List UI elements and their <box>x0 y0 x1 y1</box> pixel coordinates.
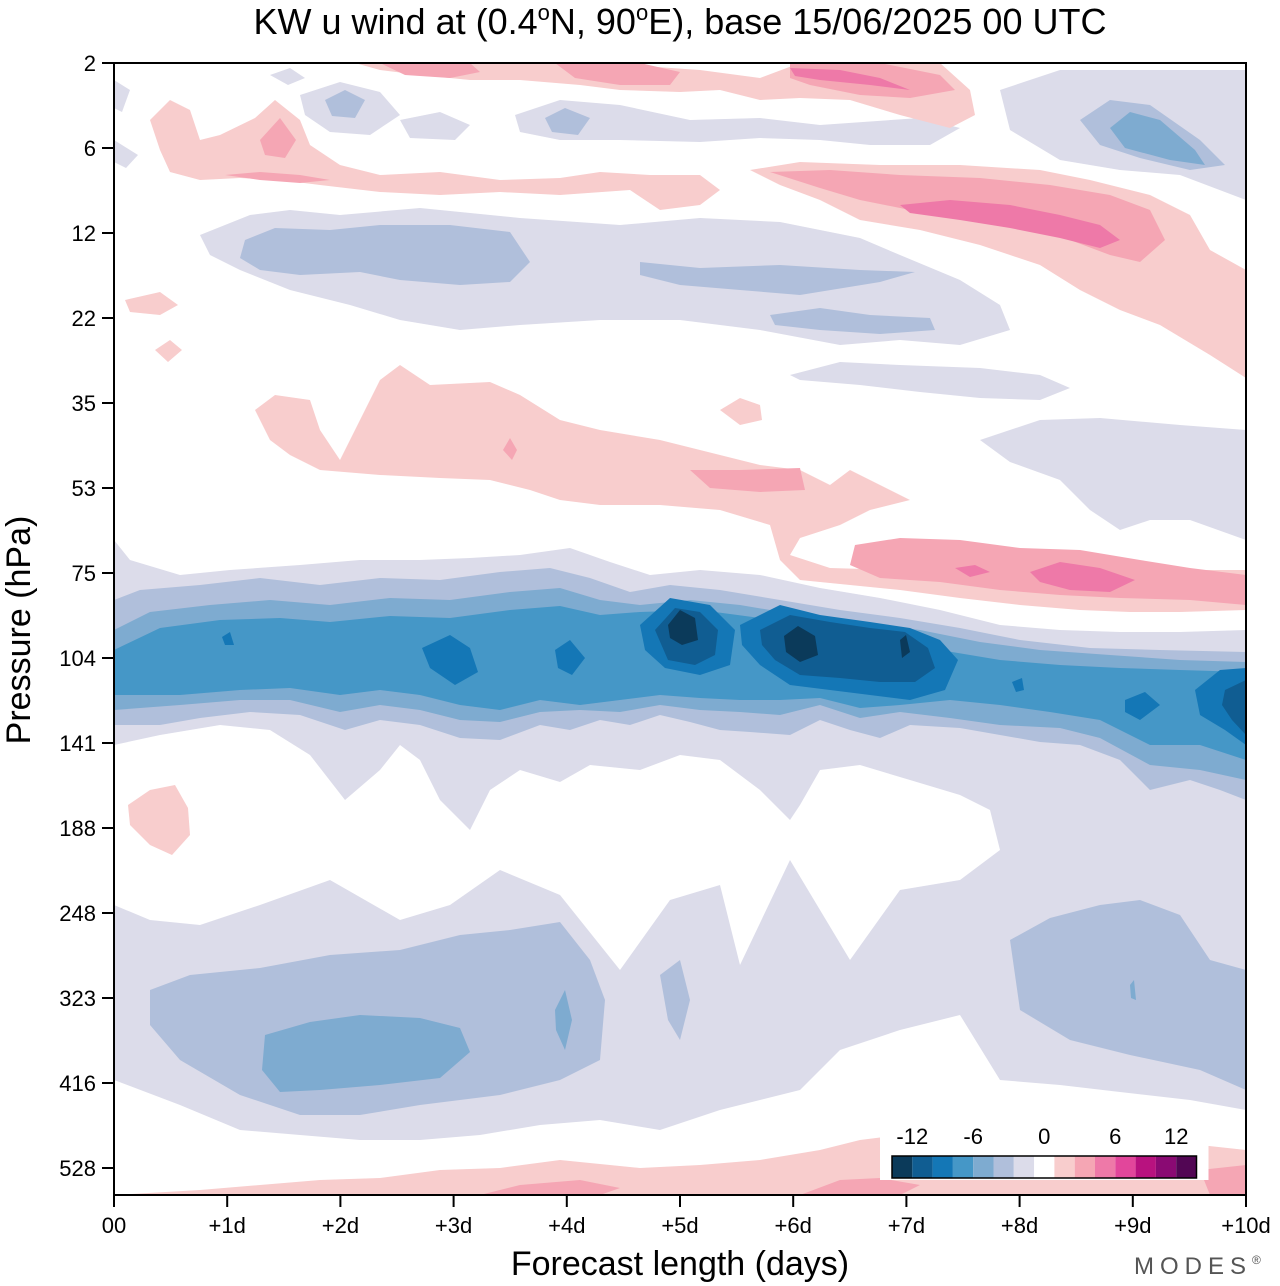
legend-swatch <box>1155 1156 1177 1178</box>
y-tick-label: 35 <box>72 391 96 416</box>
y-tick-label: 53 <box>72 476 96 501</box>
legend-swatch <box>1054 1156 1075 1178</box>
legend: -12 -6 0 6 12 <box>880 1122 1209 1180</box>
x-axis-ticks: 00 +1d +2d +3d +4d +5d +6d +7d +8d +9d +10d <box>102 1195 1271 1238</box>
x-tick-label: +6d <box>775 1213 812 1238</box>
y-tick-label: 323 <box>59 986 96 1011</box>
contour-pos6-10hPa <box>900 200 1120 248</box>
legend-swatch <box>993 1156 1014 1178</box>
x-tick-label: +4d <box>548 1213 585 1238</box>
y-tick-label: 75 <box>72 561 96 586</box>
x-tick-label: +10d <box>1221 1213 1271 1238</box>
contour-pos6-75hPa <box>955 562 1135 592</box>
y-tick-label: 188 <box>59 816 96 841</box>
y-tick-label: 248 <box>59 901 96 926</box>
y-tick-label: 6 <box>84 136 96 161</box>
legend-label: 12 <box>1164 1124 1188 1149</box>
contour-neg2-top-d <box>270 68 305 85</box>
legend-swatch <box>1074 1156 1095 1178</box>
x-axis-label: Forecast length (days) <box>511 1245 849 1283</box>
contour-neg2-top-b <box>515 100 960 145</box>
x-tick-label: +7d <box>888 1213 925 1238</box>
contour-pos6-top <box>790 68 910 90</box>
chart-title: KW u wind at (0.4oN, 90oE), base 15/06/2… <box>254 0 1107 42</box>
contour-pos4-upper-left <box>225 118 330 183</box>
y-tick-label: 2 <box>84 51 96 76</box>
legend-swatch <box>1095 1156 1116 1178</box>
legend-swatch <box>932 1156 953 1178</box>
brand-logo: MODES® <box>1134 1253 1267 1280</box>
y-tick-label: 12 <box>72 221 96 246</box>
legend-swatch <box>1135 1156 1156 1178</box>
legend-swatch <box>1115 1156 1136 1178</box>
contour-neg2-53hPa <box>980 418 1246 540</box>
contour-pos2-188hPa <box>128 785 190 855</box>
contour-pos4-bottom <box>480 1165 1246 1195</box>
legend-label: 6 <box>1109 1124 1121 1149</box>
legend-swatch <box>912 1156 933 1178</box>
contour-neg4-top-a <box>325 90 365 118</box>
contour-neg2-top-c <box>400 112 470 140</box>
contour-neg2-35hPa <box>790 362 1070 400</box>
y-axis-label: Pressure (hPa) <box>0 516 38 745</box>
y-tick-label: 22 <box>72 306 96 331</box>
x-tick-label: +9d <box>1114 1213 1151 1238</box>
legend-swatch <box>1013 1156 1035 1178</box>
x-tick-label: +5d <box>661 1213 698 1238</box>
y-tick-label: 104 <box>59 646 96 671</box>
contour-neg8-jet <box>114 606 1246 760</box>
legend-label: -6 <box>963 1124 983 1149</box>
x-tick-label: 00 <box>102 1213 126 1238</box>
legend-swatch <box>892 1156 913 1178</box>
legend-swatch <box>952 1156 974 1178</box>
legend-swatch <box>973 1156 994 1178</box>
contour-neg4-12hPa <box>240 225 935 334</box>
contour-neg6-ut <box>262 980 1136 1092</box>
y-tick-label: 528 <box>59 1156 96 1181</box>
contour-neg2-left <box>114 80 130 112</box>
legend-swatch <box>1176 1156 1197 1178</box>
legend-swatch <box>1034 1156 1055 1178</box>
x-tick-label: +1d <box>209 1213 246 1238</box>
legend-border <box>891 1155 1198 1179</box>
contour-pos2-upper-left <box>150 100 720 210</box>
y-tick-label: 416 <box>59 1071 96 1096</box>
x-tick-label: +8d <box>1001 1213 1038 1238</box>
y-tick-label: 141 <box>59 731 96 756</box>
y-axis-ticks: 2 6 12 22 35 53 75 104 141 188 248 323 416 528 <box>59 51 114 1181</box>
contour-pos2-22hPa <box>125 292 182 362</box>
contour-neg2-left2 <box>114 140 138 168</box>
plot-area <box>114 63 1246 1195</box>
contour-neg6-topr <box>1110 112 1205 165</box>
legend-label: -12 <box>896 1124 928 1149</box>
legend-label: 0 <box>1038 1124 1050 1149</box>
x-tick-label: +3d <box>435 1213 472 1238</box>
contour-neg14-jet <box>668 610 910 662</box>
x-tick-label: +2d <box>322 1213 359 1238</box>
contour-pos6-35hPa-dot <box>503 438 517 460</box>
contour-neg4-top-b <box>545 108 590 135</box>
